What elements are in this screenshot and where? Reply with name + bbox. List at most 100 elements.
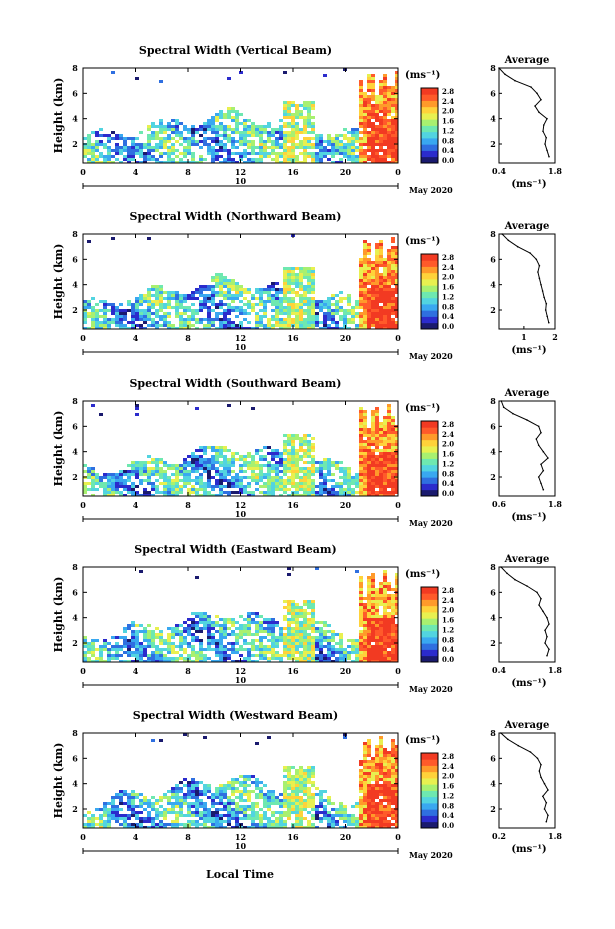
heatmap-cell — [135, 467, 139, 470]
heatmap-cell — [131, 327, 135, 329]
heatmap-cell — [159, 119, 163, 122]
heatmap-cell — [311, 446, 315, 449]
heatmap-cell — [363, 452, 367, 455]
profile-line — [500, 566, 550, 656]
heatmap-cell — [111, 161, 115, 163]
heatmap-cell — [131, 639, 135, 642]
heatmap-cell — [147, 455, 151, 458]
heatmap-cell — [387, 440, 391, 443]
heatmap-cell — [343, 297, 347, 300]
heatmap-cell — [107, 303, 111, 306]
heatmap-cell — [155, 131, 159, 134]
heatmap-cell — [359, 597, 363, 600]
heatmap-cell — [219, 452, 223, 455]
heatmap-cell — [391, 627, 395, 630]
heatmap-cell — [363, 309, 367, 312]
heatmap-cell — [199, 790, 203, 793]
heatmap-cell — [203, 288, 207, 291]
heatmap-cell — [87, 161, 91, 163]
heatmap-cell — [371, 422, 375, 425]
heatmap-cell — [307, 440, 311, 443]
heatmap-cell — [147, 482, 151, 485]
heatmap-cell — [275, 452, 279, 455]
heatmap-cell — [363, 446, 367, 449]
heatmap-cell — [155, 636, 159, 639]
heatmap-cell — [379, 291, 383, 294]
heatmap-cell — [87, 149, 91, 152]
heatmap-cell — [167, 327, 171, 329]
heatmap-cell — [311, 288, 315, 291]
heatmap-cell — [207, 324, 211, 327]
heatmap-cell — [371, 315, 375, 318]
heatmap-cell — [135, 413, 139, 416]
heatmap-cell — [231, 642, 235, 645]
heatmap-cell — [371, 440, 375, 443]
heatmap-cell — [311, 276, 315, 279]
heatmap-cell — [259, 140, 263, 143]
colorbar-tick-label: 0.0 — [442, 156, 454, 165]
heatmap-cell — [135, 485, 139, 488]
heatmap-cell — [207, 470, 211, 473]
heatmap-cell — [179, 648, 183, 651]
heatmap-cell — [367, 315, 371, 318]
heatmap-cell — [215, 306, 219, 309]
heatmap-cell — [379, 639, 383, 642]
heatmap-cell — [223, 303, 227, 306]
heatmap-cell — [311, 491, 315, 494]
heatmap-cell — [139, 303, 143, 306]
heatmap-cell — [147, 494, 151, 496]
heatmap-cell — [315, 137, 319, 140]
heatmap-cell — [187, 624, 191, 627]
heatmap-cell — [371, 470, 375, 473]
heatmap-cell — [287, 799, 291, 802]
heatmap-cell — [367, 476, 371, 479]
heatmap-cell — [383, 446, 387, 449]
heatmap-cell — [215, 149, 219, 152]
heatmap-cell — [247, 651, 251, 654]
heatmap-cell — [395, 633, 398, 636]
heatmap-cell — [267, 736, 271, 739]
heatmap-cell — [395, 270, 398, 273]
heatmap-cell — [207, 146, 211, 149]
heatmap-cell — [167, 297, 171, 300]
heatmap-cell — [391, 312, 395, 315]
heatmap-cell — [163, 642, 167, 645]
heatmap-cell — [155, 648, 159, 651]
heatmap-cell — [383, 297, 387, 300]
heatmap-cell — [287, 811, 291, 814]
heatmap-cell — [183, 651, 187, 654]
heatmap-cell — [251, 309, 255, 312]
heatmap-cell — [191, 291, 195, 294]
heatmap-cell — [387, 143, 391, 146]
heatmap-cell — [279, 820, 283, 823]
heatmap-cell — [299, 146, 303, 149]
heatmap-cell — [99, 152, 103, 155]
heatmap-cell — [379, 146, 383, 149]
heatmap-cell — [107, 802, 111, 805]
heatmap-cell — [291, 485, 295, 488]
heatmap-cell — [103, 306, 107, 309]
heatmap-cells — [83, 234, 398, 329]
heatmap-cell — [207, 636, 211, 639]
heatmap-cell — [287, 327, 291, 329]
heatmap-cell — [219, 327, 223, 329]
heatmap-cell — [195, 615, 199, 618]
heatmap-cell — [83, 636, 87, 639]
heatmap-cell — [323, 657, 327, 660]
heatmap-cell — [327, 134, 331, 137]
heatmap-cell — [171, 294, 175, 297]
heatmap-cell — [171, 125, 175, 128]
heatmap-cell — [339, 315, 343, 318]
heatmap-cell — [187, 805, 191, 808]
heatmap-cell — [283, 122, 287, 125]
heatmap-cell — [155, 458, 159, 461]
heatmap-cell — [307, 660, 311, 662]
heatmap-cell — [143, 479, 147, 482]
heatmap-cell — [311, 645, 315, 648]
heatmap-cell — [183, 312, 187, 315]
heatmap-cell — [271, 823, 275, 826]
heatmap-cell — [131, 143, 135, 146]
heatmap-cell — [367, 276, 371, 279]
colorbar-tick-label: 2.0 — [442, 606, 454, 615]
profile-point — [540, 482, 542, 485]
